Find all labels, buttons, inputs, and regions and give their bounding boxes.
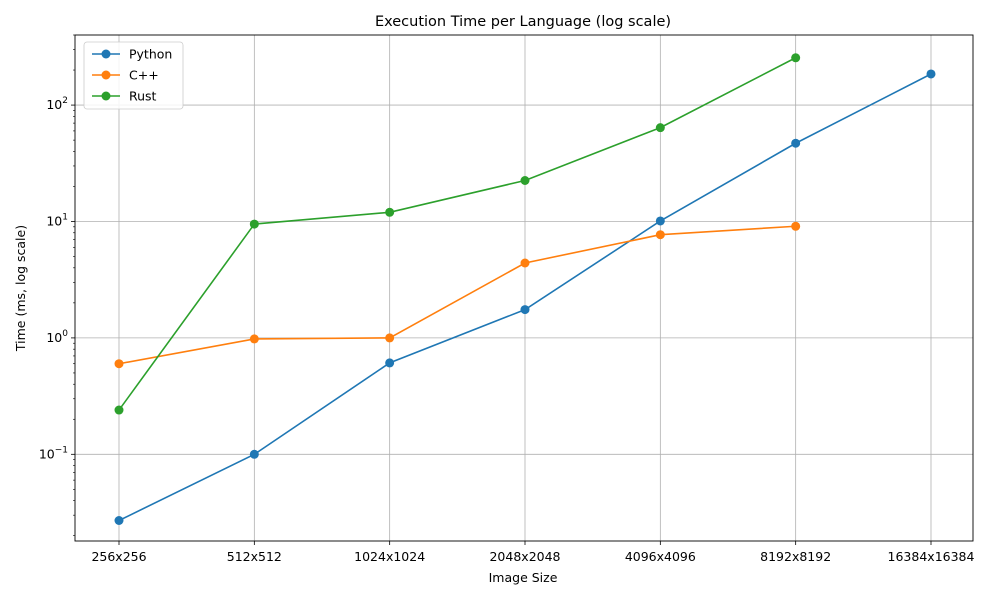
rust-point bbox=[520, 175, 530, 185]
chart-title: Execution Time per Language (log scale) bbox=[375, 14, 671, 30]
rust-point bbox=[385, 207, 395, 217]
x-tick-label: 1024x1024 bbox=[354, 549, 425, 564]
cpp-point bbox=[114, 359, 124, 369]
cpp-point bbox=[655, 230, 665, 240]
grid-lines bbox=[75, 35, 973, 541]
rust-point bbox=[791, 53, 801, 63]
python-point bbox=[385, 358, 395, 368]
legend-cpp-label: C++ bbox=[129, 68, 159, 83]
y-axis: 10−1 100 101 102 bbox=[39, 34, 75, 536]
rust-line bbox=[118, 57, 797, 411]
legend: Python C++ Rust bbox=[83, 41, 184, 110]
x-tick-label: 256x256 bbox=[91, 549, 146, 564]
cpp-point bbox=[249, 334, 259, 344]
x-tick-label: 4096x4096 bbox=[625, 549, 696, 564]
legend-rust-marker bbox=[101, 91, 111, 101]
y-tick-label: 100 bbox=[46, 329, 68, 345]
python-point bbox=[520, 305, 530, 315]
y-tick-label: 102 bbox=[46, 96, 68, 112]
legend-cpp-marker bbox=[101, 70, 111, 80]
y-tick-label: 10−1 bbox=[39, 445, 68, 461]
python-point bbox=[926, 69, 936, 79]
x-axis: 256x256 512x512 1024x1024 2048x2048 4096x409… bbox=[91, 541, 975, 564]
rust-point bbox=[114, 405, 124, 415]
plot-frame bbox=[74, 34, 974, 542]
legend-rust-label: Rust bbox=[129, 89, 157, 104]
cpp-point bbox=[520, 258, 530, 268]
python-point bbox=[655, 216, 665, 226]
python-point bbox=[114, 516, 124, 526]
x-tick-label: 16384x16384 bbox=[888, 549, 975, 564]
rust-point bbox=[655, 123, 665, 133]
x-axis-label: Image Size bbox=[489, 570, 558, 585]
legend-python-marker bbox=[101, 49, 111, 59]
x-tick-label: 8192x8192 bbox=[760, 549, 831, 564]
y-tick-label: 101 bbox=[46, 212, 68, 228]
y-axis-label: Time (ms, log scale) bbox=[13, 225, 28, 352]
legend-python-label: Python bbox=[129, 47, 172, 62]
rust-point bbox=[249, 219, 259, 229]
x-tick-label: 2048x2048 bbox=[489, 549, 560, 564]
cpp-point bbox=[791, 221, 801, 231]
python-point bbox=[249, 449, 259, 459]
legend-box bbox=[83, 41, 184, 110]
python-point bbox=[791, 138, 801, 148]
cpp-line bbox=[118, 225, 796, 365]
cpp-point bbox=[385, 333, 395, 343]
series-lines bbox=[114, 53, 936, 526]
x-tick-label: 512x512 bbox=[227, 549, 282, 564]
